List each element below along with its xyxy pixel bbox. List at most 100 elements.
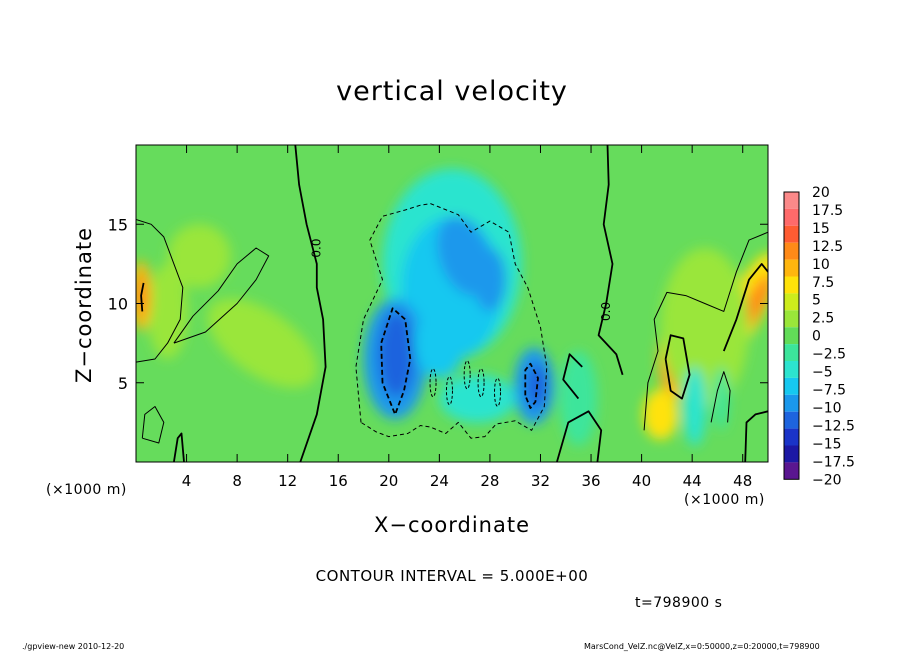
colorbar-label: 2.5 bbox=[812, 311, 834, 327]
field-patch bbox=[378, 311, 415, 398]
contour-plus10-right bbox=[722, 263, 768, 352]
colorbar-swatch bbox=[784, 310, 799, 328]
colorbar-frame bbox=[783, 191, 800, 480]
x-tick-label: 44 bbox=[683, 472, 702, 490]
contour-plus5-left bbox=[136, 219, 184, 363]
colorbar-label: −2.5 bbox=[812, 347, 846, 363]
contour-bottom-right bbox=[744, 410, 768, 462]
colorbar-swatch bbox=[784, 377, 799, 395]
x-tick-label: 48 bbox=[733, 472, 752, 490]
field-patch bbox=[414, 308, 465, 378]
contour-small-left bbox=[141, 406, 165, 444]
contour-small-right bbox=[710, 371, 731, 423]
colorbar-swatch bbox=[784, 242, 799, 260]
colorbar-swatch bbox=[784, 462, 799, 480]
contour-interval: CONTOUR INTERVAL = 5.000E+00 bbox=[315, 567, 589, 585]
contour-minus10-right bbox=[524, 362, 539, 409]
contour-minus5-cell bbox=[445, 376, 453, 406]
colorbar-swatch bbox=[784, 276, 799, 294]
colorbar-label: −17.5 bbox=[812, 454, 855, 470]
x-tick-label: 20 bbox=[379, 472, 398, 490]
x-tick-label: 16 bbox=[329, 472, 348, 490]
contour-minus5-cell bbox=[429, 368, 437, 398]
colorbar-swatch bbox=[784, 445, 799, 463]
chart-title: vertical velocity bbox=[336, 76, 568, 107]
contour-minus5-cell bbox=[463, 360, 471, 390]
colorbar-label: 0 bbox=[812, 329, 821, 345]
colorbar-swatch bbox=[784, 259, 799, 277]
colorbar-swatch bbox=[784, 361, 799, 378]
colorbar-swatch bbox=[784, 293, 799, 311]
colorbar-label: −12.5 bbox=[812, 418, 855, 434]
x-tick-label: 12 bbox=[278, 472, 297, 490]
colorbar-swatch bbox=[784, 428, 799, 446]
time-stamp: t=798900 s bbox=[635, 595, 723, 611]
zero-contour-left bbox=[294, 145, 327, 462]
x-tick-label: 36 bbox=[581, 472, 600, 490]
x-tick-label: 8 bbox=[232, 472, 242, 490]
colorbar-label: −20 bbox=[812, 472, 842, 488]
x-axis: 4 8 12 16 20 24 28 32 36 40 44 48 bbox=[182, 145, 752, 490]
contour-bottom-left bbox=[173, 432, 185, 462]
x-tick-label: 32 bbox=[531, 472, 550, 490]
colorbar-swatch bbox=[784, 344, 799, 361]
field-patch bbox=[660, 248, 750, 407]
x-unit-left: (×1000 m) bbox=[46, 482, 127, 498]
contour-plus5-right bbox=[643, 231, 768, 431]
footer-right: MarsCond_VelZ.nc@VelZ,x=0:50000,z=0:2000… bbox=[584, 642, 820, 651]
field-patch bbox=[642, 389, 679, 440]
velocity-field bbox=[136, 168, 768, 447]
contour-minus5 bbox=[355, 203, 548, 439]
contour-labels: 0.0 0.0 bbox=[310, 238, 613, 320]
colorbar-label: 10 bbox=[812, 257, 830, 273]
x-tick-label: 4 bbox=[182, 472, 192, 490]
colorbar-label: −15 bbox=[812, 436, 842, 452]
x-axis-label: X−coordinate bbox=[374, 513, 530, 537]
field-patch bbox=[473, 248, 507, 312]
x-unit-right: (×1000 m) bbox=[684, 492, 765, 508]
contour-plus10-left bbox=[140, 282, 145, 312]
y-tick-label: 5 bbox=[118, 374, 128, 393]
contour-minus5-cell bbox=[494, 377, 502, 407]
colorbar-label: −10 bbox=[812, 400, 842, 416]
y-axis-label: Z−coordinate bbox=[72, 227, 96, 383]
contour-minus10-left bbox=[380, 307, 412, 416]
contour-zero-wiggle bbox=[562, 353, 583, 400]
x-tick-label: 40 bbox=[632, 472, 651, 490]
colorbar-swatch bbox=[784, 411, 799, 429]
plot-area bbox=[136, 145, 768, 462]
contour-label: 0.0 bbox=[310, 238, 324, 257]
field-patch bbox=[439, 374, 516, 423]
y-axis: 5 10 15 bbox=[108, 215, 768, 393]
contour-zero-bottom bbox=[556, 410, 603, 462]
field-patch bbox=[207, 298, 318, 388]
colorbar-label: 20 bbox=[812, 185, 830, 201]
colorbar-label: 5 bbox=[812, 293, 821, 309]
contour-plus5-arm bbox=[173, 247, 270, 344]
colorbar-label: 7.5 bbox=[812, 275, 834, 291]
contour-lines bbox=[136, 145, 768, 462]
y-tick-label: 15 bbox=[108, 215, 128, 234]
field-patch bbox=[683, 366, 707, 447]
zero-contour-right bbox=[597, 145, 624, 376]
contour-label: 0.0 bbox=[599, 302, 613, 321]
field-patch bbox=[167, 224, 231, 288]
colorbar-label: 17.5 bbox=[812, 203, 843, 219]
y-tick-label: 10 bbox=[108, 295, 128, 314]
x-tick-label: 24 bbox=[430, 472, 449, 490]
x-tick-label: 28 bbox=[480, 472, 499, 490]
colorbar-swatch bbox=[784, 192, 799, 209]
colorbar-label: −7.5 bbox=[812, 383, 846, 399]
colorbar-swatch bbox=[784, 208, 799, 226]
footer-left: ./gpview-new 2010-12-20 bbox=[22, 642, 125, 651]
colorbar-swatch bbox=[784, 327, 799, 345]
contour-plus10-mid bbox=[664, 334, 691, 400]
colorbar: 20 17.5 15 12.5 10 7.5 5 2.5 0 −2.5 −5 −7.5−10 −12.5… bbox=[783, 185, 855, 488]
colorbar-label: −5 bbox=[812, 365, 833, 381]
colorbar-swatch bbox=[784, 394, 799, 412]
colorbar-label: 15 bbox=[812, 221, 830, 237]
colorbar-label: 12.5 bbox=[812, 239, 843, 255]
field-patch bbox=[147, 263, 188, 359]
field-patch bbox=[713, 366, 729, 431]
